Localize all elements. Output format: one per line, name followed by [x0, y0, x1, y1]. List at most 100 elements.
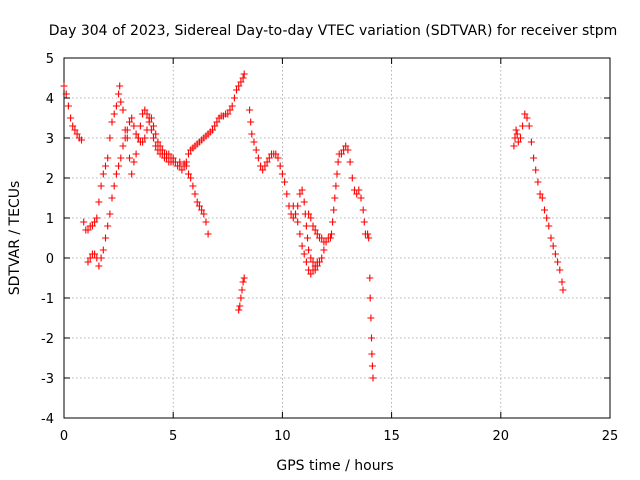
data-point [551, 250, 559, 258]
data-point [532, 166, 540, 174]
data-point [369, 374, 377, 382]
data-point [541, 206, 548, 214]
data-point [322, 238, 330, 246]
data-point [202, 218, 210, 226]
data-point [513, 130, 521, 138]
data-point [556, 266, 564, 274]
data-point [305, 210, 313, 218]
data-point [274, 154, 282, 162]
data-point [102, 234, 109, 242]
data-point [530, 154, 538, 162]
data-point [126, 118, 133, 126]
data-point [91, 218, 99, 226]
x-tick-label: 10 [274, 429, 291, 444]
data-point [527, 138, 535, 146]
data-point [307, 270, 315, 278]
data-point [141, 134, 149, 142]
data-point [230, 94, 238, 102]
data-point [64, 102, 72, 110]
data-point [517, 134, 524, 142]
data-point [193, 198, 201, 206]
data-point [337, 150, 345, 158]
data-point [110, 110, 118, 118]
x-tick-label: 0 [60, 429, 68, 444]
x-tick-label: 20 [493, 429, 510, 444]
data-point [331, 194, 339, 202]
y-tick-label: 0 [46, 252, 54, 267]
data-point [116, 82, 124, 90]
y-tick-label: -3 [41, 372, 54, 387]
data-point [304, 234, 311, 242]
data-point [300, 250, 308, 258]
data-point [84, 258, 92, 266]
data-point [296, 230, 304, 238]
data-point [117, 98, 125, 106]
data-point [189, 182, 197, 190]
data-point [353, 190, 361, 198]
data-point [313, 258, 321, 266]
data-point [141, 106, 149, 114]
data-point [250, 138, 258, 146]
data-point [152, 130, 160, 138]
data-point [278, 170, 286, 178]
data-point [99, 246, 107, 254]
chart-title: Day 304 of 2023, Sidereal Day-to-day VTE… [49, 23, 618, 39]
data-point [143, 110, 151, 118]
data-point [547, 234, 555, 242]
data-point [158, 146, 166, 154]
data-point [512, 126, 520, 134]
data-point [237, 294, 245, 302]
data-point [549, 242, 557, 250]
x-tick-label: 5 [169, 429, 177, 444]
y-tick-label: 2 [46, 172, 54, 187]
data-point [523, 114, 531, 122]
y-tick-label: -2 [41, 332, 54, 347]
data-point [134, 134, 142, 142]
data-point [182, 162, 190, 170]
data-point [359, 206, 367, 214]
data-point [367, 314, 375, 322]
data-point [329, 218, 337, 226]
data-point [259, 166, 267, 174]
data-point [185, 170, 192, 178]
data-point [239, 74, 247, 82]
data-point [139, 138, 147, 146]
data-point [119, 106, 127, 114]
data-point [178, 166, 186, 174]
data-point [237, 78, 245, 86]
data-point [71, 126, 79, 134]
plot-frame [63, 57, 611, 419]
data-point [167, 154, 175, 162]
data-point [328, 230, 335, 238]
data-point [86, 254, 94, 262]
data-point [346, 158, 354, 166]
data-point [525, 122, 533, 130]
data-point [99, 170, 107, 178]
data-point [240, 274, 248, 282]
data-point [236, 302, 244, 310]
data-point [97, 182, 105, 190]
x-axis-label: GPS time / hours [276, 458, 393, 474]
data-point [69, 122, 77, 130]
data-point [298, 186, 306, 194]
data-point [311, 262, 319, 270]
data-point [239, 278, 247, 286]
y-tick-label: 1 [46, 212, 54, 227]
data-point [154, 138, 162, 146]
data-point [67, 114, 75, 122]
data-point [318, 254, 326, 262]
data-point [332, 182, 340, 190]
data-point [333, 170, 341, 178]
y-tick-label: -1 [41, 292, 54, 307]
data-point [233, 86, 240, 94]
data-point [150, 122, 157, 130]
data-point [104, 154, 112, 162]
data-point [368, 350, 376, 358]
data-point [95, 262, 103, 270]
data-point [559, 286, 567, 294]
data-point [195, 202, 203, 210]
data-point [226, 106, 234, 114]
data-point [169, 158, 177, 166]
data-point [93, 214, 101, 222]
